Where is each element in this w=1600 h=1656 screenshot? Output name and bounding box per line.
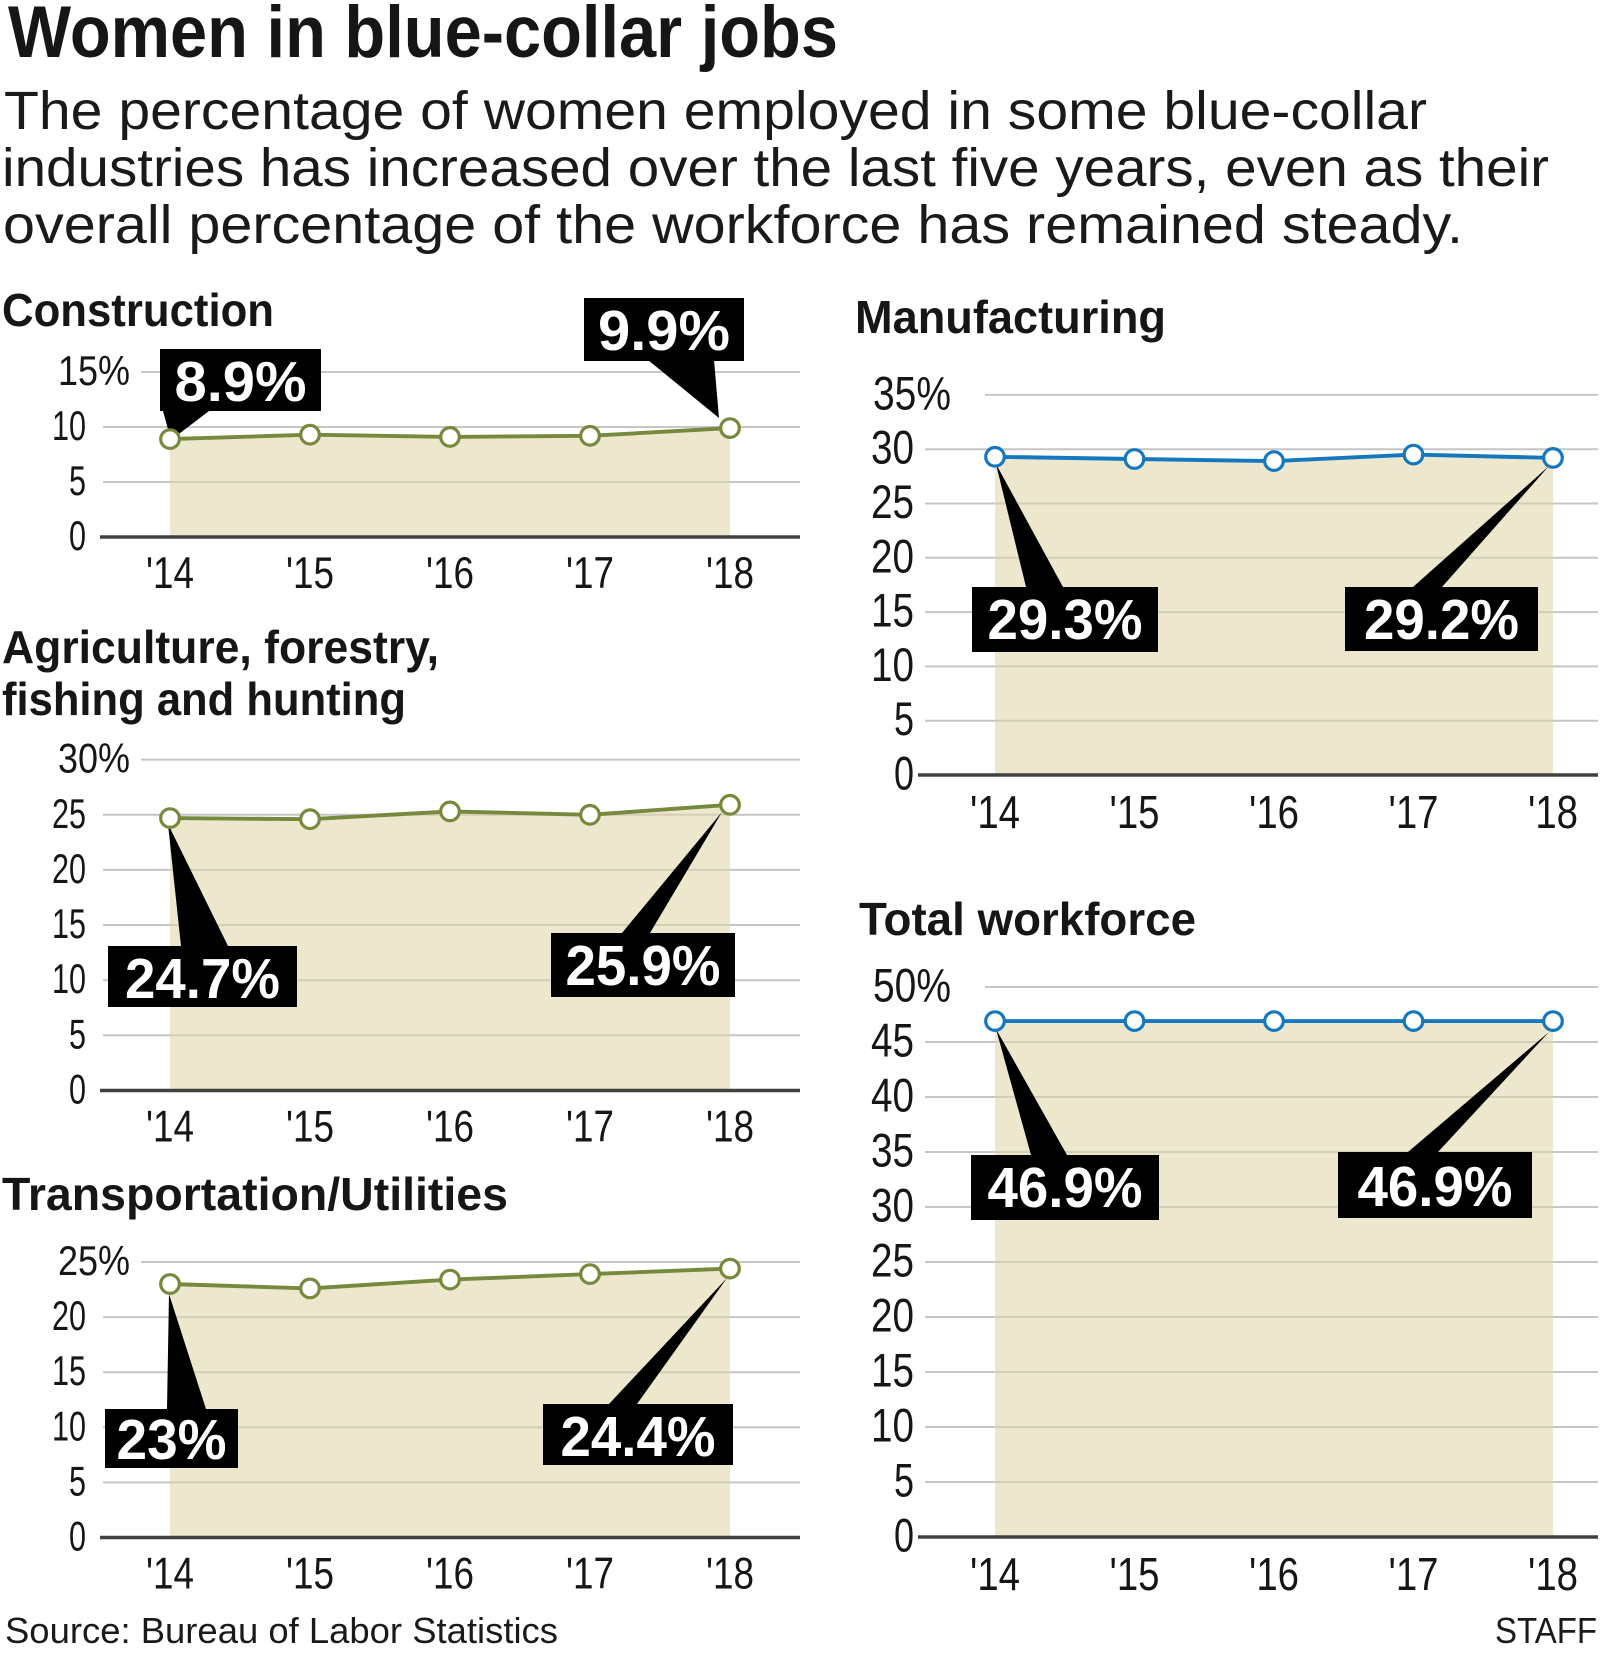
svg-text:5: 5: [69, 457, 86, 504]
svg-text:The percentage of women employ: The percentage of women employed in some…: [4, 81, 1427, 141]
svg-text:'16: '16: [426, 1103, 474, 1152]
svg-text:Total workforce: Total workforce: [859, 893, 1196, 945]
svg-text:30: 30: [871, 421, 914, 474]
svg-text:Manufacturing: Manufacturing: [855, 291, 1166, 343]
svg-text:0: 0: [894, 747, 914, 800]
svg-text:0: 0: [69, 1066, 86, 1113]
svg-text:0: 0: [69, 512, 86, 559]
svg-text:35: 35: [871, 1124, 914, 1177]
svg-text:overall percentage of the work: overall percentage of the workforce has …: [3, 195, 1463, 255]
svg-text:24.7%: 24.7%: [125, 947, 280, 1011]
svg-text:50%: 50%: [873, 959, 951, 1012]
svg-text:fishing and hunting: fishing and hunting: [2, 673, 406, 725]
svg-text:10: 10: [871, 1399, 914, 1452]
svg-text:30%: 30%: [58, 735, 130, 782]
svg-text:25: 25: [871, 475, 914, 528]
svg-text:40: 40: [871, 1069, 914, 1122]
svg-text:'16: '16: [426, 549, 474, 598]
svg-text:'16: '16: [1249, 1548, 1299, 1600]
svg-text:'18: '18: [706, 1103, 754, 1152]
svg-text:Source: Bureau of Labor Statis: Source: Bureau of Labor Statistics: [5, 1610, 558, 1651]
svg-text:10: 10: [52, 1402, 86, 1449]
svg-text:5: 5: [894, 692, 914, 745]
svg-text:Agriculture, forestry,: Agriculture, forestry,: [2, 621, 439, 673]
svg-text:15: 15: [871, 584, 914, 637]
svg-text:'17: '17: [566, 549, 614, 598]
svg-text:'18: '18: [706, 1550, 754, 1599]
svg-text:15: 15: [52, 1347, 86, 1394]
svg-text:0: 0: [69, 1513, 86, 1560]
svg-text:20: 20: [52, 1292, 86, 1339]
svg-text:20: 20: [871, 529, 914, 582]
svg-text:35%: 35%: [873, 366, 951, 419]
svg-text:25%: 25%: [58, 1237, 130, 1284]
svg-text:'16: '16: [426, 1550, 474, 1599]
svg-text:5: 5: [69, 1457, 86, 1504]
svg-text:30: 30: [871, 1179, 914, 1232]
svg-text:20: 20: [871, 1289, 914, 1342]
svg-text:'15: '15: [1110, 1548, 1160, 1600]
svg-text:25.9%: 25.9%: [566, 934, 721, 998]
svg-text:Women in blue-collar jobs: Women in blue-collar jobs: [8, 0, 838, 73]
svg-text:Construction: Construction: [2, 284, 274, 336]
svg-text:8.9%: 8.9%: [175, 350, 307, 414]
svg-text:29.2%: 29.2%: [1364, 588, 1519, 652]
svg-text:'17: '17: [1389, 1548, 1439, 1600]
svg-text:29.3%: 29.3%: [988, 588, 1143, 652]
svg-text:0: 0: [894, 1509, 914, 1562]
svg-text:'18: '18: [1528, 1548, 1578, 1600]
svg-text:'14: '14: [146, 1550, 194, 1599]
svg-text:46.9%: 46.9%: [1358, 1155, 1513, 1219]
svg-text:20: 20: [52, 845, 86, 892]
svg-text:24.4%: 24.4%: [561, 1405, 716, 1469]
svg-text:STAFF: STAFF: [1495, 1610, 1597, 1651]
svg-text:23%: 23%: [117, 1408, 227, 1472]
svg-text:15: 15: [871, 1344, 914, 1397]
svg-text:Transportation/Utilities: Transportation/Utilities: [2, 1168, 508, 1220]
svg-text:'15: '15: [286, 1550, 334, 1599]
svg-text:15%: 15%: [58, 347, 130, 394]
svg-text:'18: '18: [1528, 786, 1578, 838]
svg-text:'17: '17: [566, 1103, 614, 1152]
svg-text:46.9%: 46.9%: [988, 1156, 1143, 1220]
svg-text:'14: '14: [970, 1548, 1020, 1600]
svg-text:'14: '14: [146, 1103, 194, 1152]
svg-text:5: 5: [894, 1454, 914, 1507]
svg-text:'17: '17: [1389, 786, 1439, 838]
svg-text:45: 45: [871, 1014, 914, 1067]
svg-text:25: 25: [871, 1234, 914, 1287]
svg-text:'16: '16: [1249, 786, 1299, 838]
svg-text:5: 5: [69, 1010, 86, 1057]
svg-text:'15: '15: [286, 1103, 334, 1152]
svg-text:10: 10: [52, 402, 86, 449]
svg-text:'14: '14: [970, 786, 1020, 838]
svg-text:industries has increased over: industries has increased over the last f…: [2, 138, 1549, 198]
svg-text:'15: '15: [1110, 786, 1160, 838]
svg-text:10: 10: [52, 955, 86, 1002]
svg-text:'17: '17: [566, 1550, 614, 1599]
svg-text:9.9%: 9.9%: [598, 299, 730, 363]
svg-text:'14: '14: [146, 549, 194, 598]
svg-text:25: 25: [52, 790, 86, 837]
svg-text:15: 15: [52, 900, 86, 947]
svg-text:10: 10: [871, 638, 914, 691]
svg-text:'15: '15: [286, 549, 334, 598]
svg-text:'18: '18: [706, 549, 754, 598]
